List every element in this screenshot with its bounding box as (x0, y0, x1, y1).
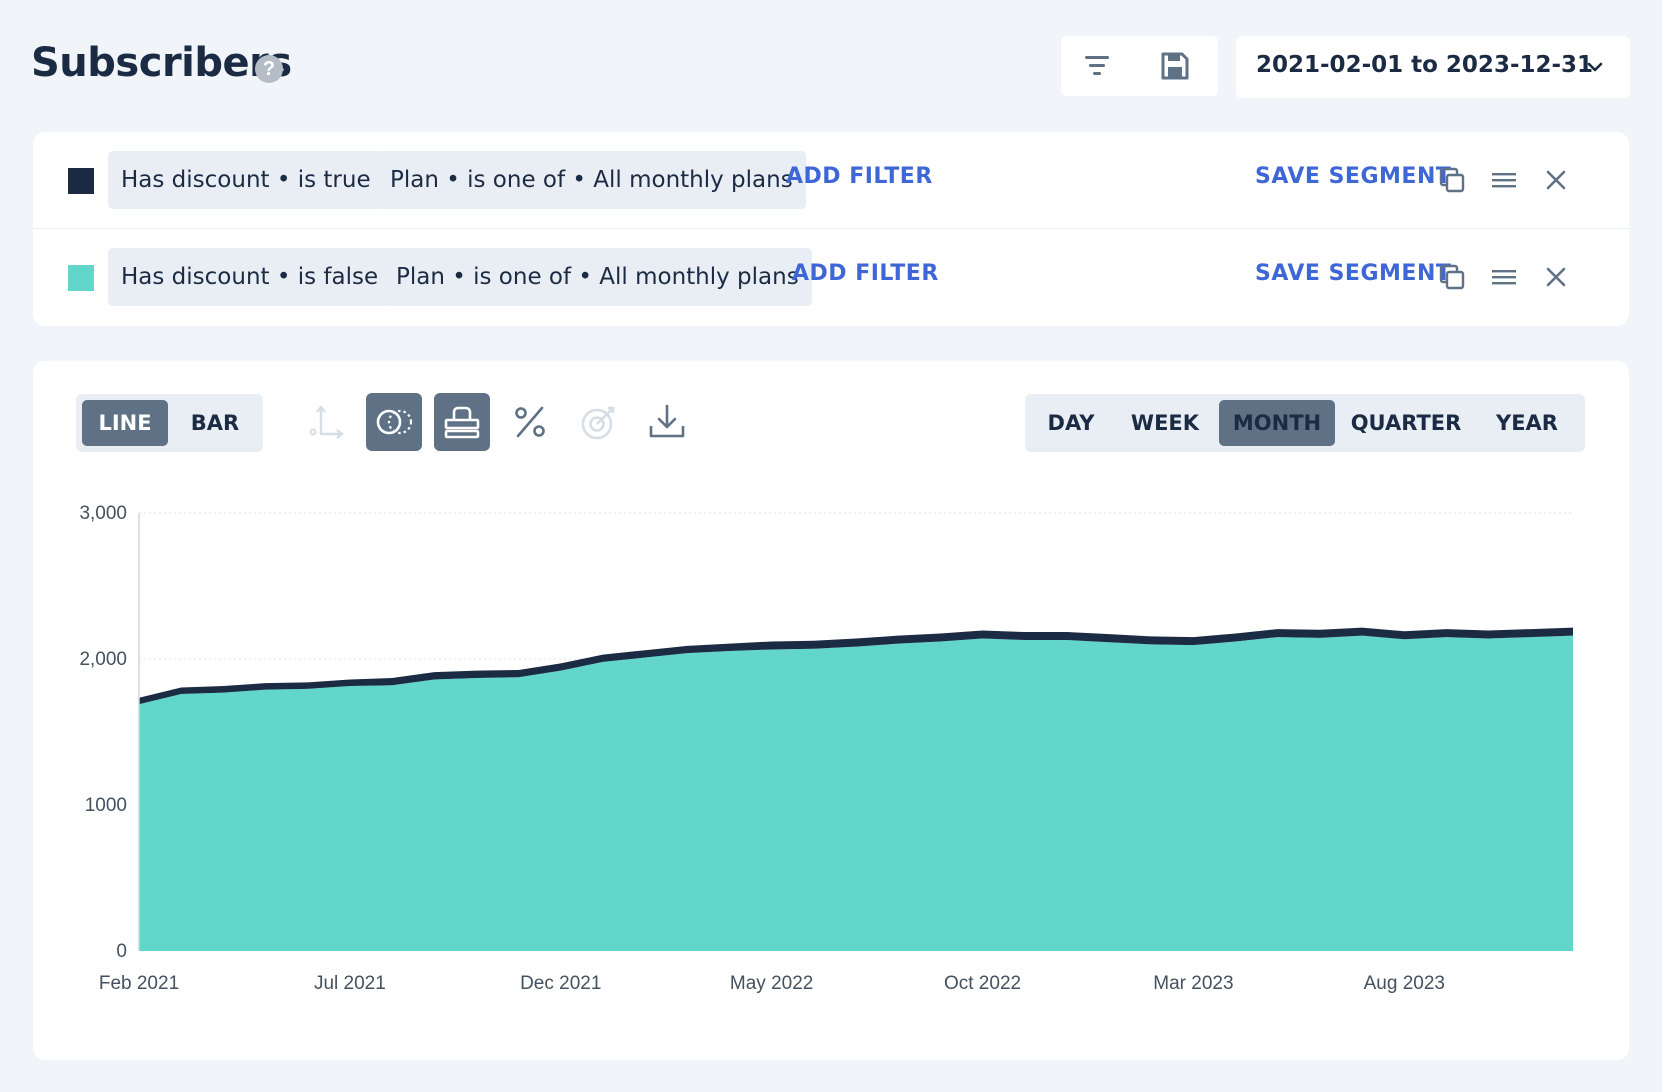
date-range-picker[interactable]: 2021-02-01 to 2023-12-31 (1236, 36, 1630, 98)
page-header: Subscribers ? 2021-02-01 to 2023-12-31 (31, 36, 1631, 98)
close-icon[interactable] (1541, 262, 1571, 292)
x-tick-label: Aug 2023 (1364, 973, 1445, 994)
save-segment-button[interactable]: SAVE SEGMENT (1255, 164, 1452, 189)
menu-icon[interactable] (1489, 165, 1519, 195)
percent-icon (515, 406, 545, 438)
percent-button[interactable] (502, 393, 558, 451)
period-day[interactable]: DAY (1047, 411, 1095, 435)
download-button[interactable] (639, 393, 695, 451)
duplicate-icon[interactable] (1437, 165, 1467, 195)
y-tick-label: 0 (116, 941, 127, 962)
y-tick-label: 2,000 (79, 649, 127, 670)
axis-icon (309, 405, 344, 439)
filter-icon[interactable] (1081, 50, 1113, 82)
axis-toggle-button[interactable] (299, 393, 355, 451)
stack-button[interactable] (434, 393, 490, 451)
segments-panel: Has discount • is true Plan • is one of … (33, 132, 1629, 326)
period-year[interactable]: YEAR (1496, 411, 1558, 435)
stack-icon (444, 406, 480, 439)
period-quarter[interactable]: QUARTER (1350, 411, 1462, 435)
chart-type-line[interactable]: LINE (82, 400, 168, 446)
save-icon[interactable] (1159, 50, 1191, 82)
filter-chip-plan[interactable]: Plan • is one of • All monthly plans (383, 248, 812, 306)
series-area-discount-true (139, 627, 1573, 705)
x-tick-label: Oct 2022 (944, 973, 1021, 994)
y-tick-label: 3,000 (79, 503, 127, 524)
x-tick-label: Dec 2021 (520, 973, 601, 994)
x-tick-label: Mar 2023 (1153, 973, 1233, 994)
compare-icon (376, 409, 413, 435)
filter-chip-discount[interactable]: Has discount • is true (108, 151, 384, 209)
x-tick-label: Feb 2021 (99, 973, 179, 994)
date-range-text: 2021-02-01 to 2023-12-31 (1256, 52, 1594, 78)
x-tick-label: Jul 2021 (314, 973, 386, 994)
compare-button[interactable] (366, 393, 422, 451)
segment-color-swatch[interactable] (68, 168, 94, 194)
save-segment-button[interactable]: SAVE SEGMENT (1255, 261, 1452, 286)
add-filter-button[interactable]: ADD FILTER (792, 261, 939, 286)
chevron-down-icon (1587, 62, 1603, 72)
subscribers-chart: 0 1000 2,000 3,000 Feb 2021 Jul 2021 Dec 2021 M… (79, 503, 1573, 994)
segment-color-swatch[interactable] (68, 265, 94, 291)
filter-chip-discount[interactable]: Has discount • is false (108, 248, 392, 306)
y-tick-label: 1000 (85, 795, 127, 816)
x-tick-label: May 2022 (730, 973, 813, 994)
segment-row-1: Has discount • is true Plan • is one of … (33, 132, 1629, 229)
menu-icon[interactable] (1489, 262, 1519, 292)
duplicate-icon[interactable] (1437, 262, 1467, 292)
filter-chip-plan[interactable]: Plan • is one of • All monthly plans (377, 151, 806, 209)
page-title: Subscribers (31, 40, 292, 86)
period-toggle: DAY WEEK MONTH QUARTER YEAR (1025, 394, 1585, 452)
chart-type-bar[interactable]: BAR (190, 411, 240, 435)
target-icon (581, 406, 615, 440)
add-filter-button[interactable]: ADD FILTER (786, 164, 933, 189)
segment-row-2: Has discount • is false Plan • is one of… (33, 229, 1629, 326)
goal-button[interactable] (571, 393, 627, 451)
header-toolbox (1061, 36, 1218, 96)
chart-type-toggle: LINE BAR (76, 394, 263, 452)
series-area-discount-false (139, 635, 1573, 951)
close-icon[interactable] (1541, 165, 1571, 195)
period-week[interactable]: WEEK (1130, 411, 1200, 435)
download-icon (649, 404, 685, 438)
period-month[interactable]: MONTH (1219, 400, 1335, 446)
help-icon[interactable]: ? (255, 55, 283, 83)
chart-card: LINE BAR (33, 361, 1629, 1060)
